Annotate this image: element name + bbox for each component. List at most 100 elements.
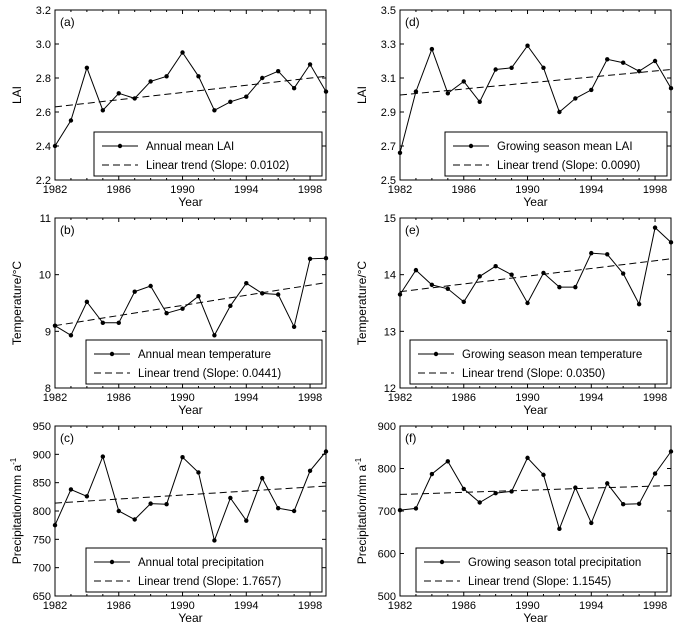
legend-series-label: Growing season mean LAI: [497, 141, 633, 153]
legend-trend-label: Linear trend (Slope: 0.0102): [146, 160, 289, 172]
x-tick-label: 1982: [388, 600, 412, 612]
x-tick-label: 1998: [643, 392, 667, 404]
chart-panel-3: 12 13 14 15 1982 1986 1990 1994 1998 Year Temperat…: [355, 213, 674, 417]
data-point: [275, 505, 281, 511]
legend: Growing season mean LAI Linear trend (Slo…: [444, 131, 668, 177]
y-tick-label: 850: [33, 478, 51, 490]
data-point: [413, 267, 419, 273]
plot-frame: [54, 9, 327, 181]
data-point: [557, 284, 562, 290]
data-point: [461, 79, 466, 84]
y-tick-label: 700: [378, 506, 396, 518]
data-point: [68, 118, 74, 123]
data-point: [573, 96, 578, 101]
legend: Growing season total precipitation Linear…: [415, 547, 668, 593]
data-point: [260, 291, 265, 296]
x-tick-label: 1998: [298, 184, 322, 196]
series-line: [54, 257, 327, 337]
x-axis-label: Year: [523, 611, 547, 625]
panel-label: (c): [60, 431, 74, 445]
x-tick-label: 1982: [388, 184, 412, 196]
data-point: [445, 286, 451, 292]
y-tick-label: 12: [384, 383, 396, 395]
data-point: [52, 522, 58, 528]
data-point: [84, 299, 90, 305]
data-point: [212, 108, 217, 113]
legend-box: [415, 547, 668, 593]
data-point: [397, 150, 403, 155]
x-tick-label: 1982: [388, 392, 412, 404]
data-point: [573, 485, 578, 490]
panel-label: (a): [60, 15, 75, 29]
y-tick-label: 2.4: [36, 141, 51, 153]
y-tick-label: 8: [45, 383, 51, 395]
y-tick-label: 2.8: [36, 73, 51, 85]
data-point: [100, 320, 106, 326]
data-point: [589, 520, 594, 526]
panel-label: (f): [405, 431, 416, 445]
chart-panel-2: 8 9 10 11 1982 1986 1990 1994 1998 Year Temperatur…: [10, 213, 329, 417]
data-point: [291, 508, 297, 514]
data-point: [620, 60, 626, 65]
data-point: [275, 69, 281, 74]
x-tick-label: 1990: [515, 184, 539, 196]
y-tick-label: 800: [33, 506, 51, 518]
x-tick-label: 1998: [643, 600, 667, 612]
legend-series-marker: [439, 559, 445, 565]
legend-series-label: Growing season total precipitation: [468, 557, 641, 569]
data-point: [212, 333, 217, 338]
chart-panel-0: 2.2 2.4 2.6 2.8 3.0 3.2 1982 1986 1990 1994 1998 Ye…: [10, 5, 329, 209]
y-tick-label: 600: [378, 549, 396, 561]
x-axis-label: Year: [523, 195, 547, 209]
y-axis-label: Temperature/°C: [355, 261, 369, 345]
y-tick-label: 900: [378, 421, 396, 433]
data-point: [397, 507, 403, 513]
y-tick-label: 3.3: [381, 39, 396, 51]
data-point: [509, 65, 514, 71]
legend-series-marker: [468, 143, 474, 149]
series-line: [54, 451, 327, 543]
x-tick-label: 1990: [515, 600, 539, 612]
data-point: [116, 320, 121, 326]
data-point: [429, 282, 435, 288]
data-point: [291, 324, 297, 329]
data-point: [68, 487, 74, 492]
x-tick-label: 1994: [234, 184, 258, 196]
x-tick-label: 1990: [170, 184, 194, 196]
x-tick-label: 1986: [452, 392, 476, 404]
legend: Annual mean LAI Linear trend (Slope: 0.01…: [93, 131, 323, 177]
data-point: [636, 501, 642, 506]
legend-box: [444, 131, 668, 177]
data-point: [525, 43, 530, 48]
y-tick-label: 700: [33, 563, 51, 575]
data-point: [132, 96, 137, 101]
x-tick-label: 1998: [643, 184, 667, 196]
x-tick-label: 1986: [452, 600, 476, 612]
x-tick-label: 1986: [452, 184, 476, 196]
data-point: [164, 74, 169, 79]
data-point: [573, 284, 578, 290]
chart-panel-1: 2.5 2.7 2.9 3.1 3.3 3.5 1982 1986 1990 1994 1998 Ye…: [355, 5, 674, 209]
panel-label: (d): [405, 15, 420, 29]
legend-series-marker: [109, 351, 115, 357]
data-point: [132, 289, 137, 294]
x-tick-label: 1998: [298, 392, 322, 404]
chart-panel-5: 500 600 700 800 900 1982 1986 1990 1994 1998 Year P…: [354, 421, 674, 625]
x-tick-label: 1982: [43, 600, 67, 612]
data-point: [652, 225, 658, 230]
data-point: [429, 471, 435, 477]
y-tick-label: 3.2: [36, 5, 51, 17]
x-tick-label: 1994: [234, 392, 258, 404]
y-tick-label: 2.2: [36, 175, 51, 187]
x-axis-label: Year: [523, 403, 547, 417]
y-axis-label-superscript: -1: [9, 457, 18, 465]
y-axis-label: Precipitation/mm a-1: [354, 457, 369, 564]
data-point: [477, 99, 482, 105]
y-tick-label: 14: [384, 270, 396, 282]
data-point: [605, 57, 610, 62]
legend-trend-label: Linear trend (Slope: 0.0350): [462, 368, 605, 380]
x-tick-label: 1994: [579, 184, 603, 196]
data-point: [52, 323, 58, 328]
legend-trend-label: Linear trend (Slope: 0.0441): [138, 368, 281, 380]
